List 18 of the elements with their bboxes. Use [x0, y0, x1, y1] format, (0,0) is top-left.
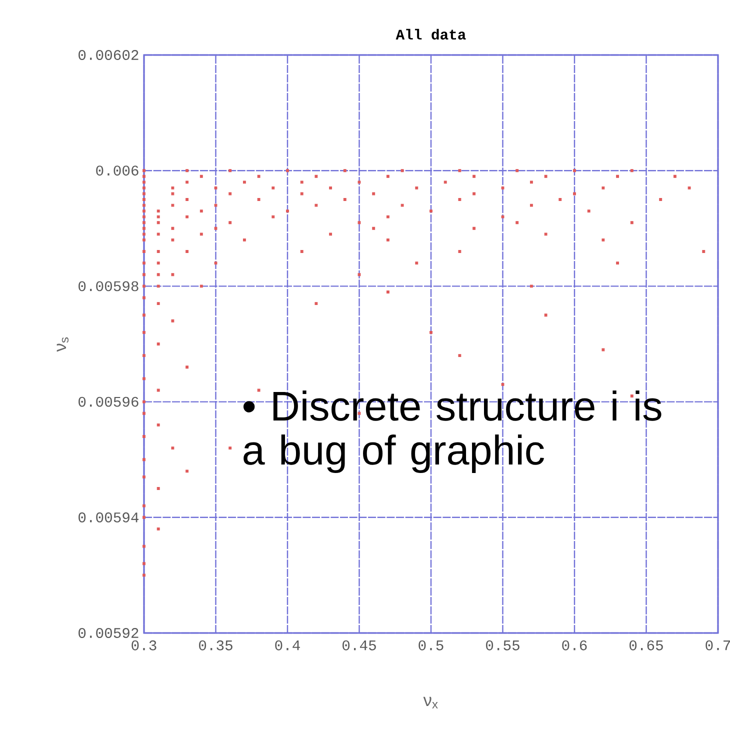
y-tick-label: 0.00592: [78, 628, 138, 638]
x-tick-label: 0.7: [706, 640, 730, 650]
x-tick-label: 0.3: [132, 640, 156, 650]
x-tick-label: 0.55: [486, 640, 520, 650]
x-tick-label: 0.35: [199, 640, 232, 650]
y-tick-label: 0.00598: [78, 281, 138, 292]
x-tick-label: 0.65: [630, 640, 663, 650]
chart-title: All data: [396, 28, 466, 40]
y-tick-label: 0.00594: [78, 512, 139, 522]
y-tick-label: 0.006: [96, 166, 138, 176]
x-tick-label: 0.5: [418, 640, 444, 650]
y-axis-title: ν$_{s}$: [56, 337, 69, 352]
y-tick-label: 0.00596: [78, 396, 138, 407]
x-tick-label: 0.45: [342, 640, 376, 650]
x-axis-title: ν$_{x}$: [423, 696, 438, 708]
x-tick-label: 0.4: [275, 640, 300, 650]
x-tick-label: 0.6: [562, 640, 587, 650]
y-tick-label: 0.00602: [78, 50, 138, 60]
